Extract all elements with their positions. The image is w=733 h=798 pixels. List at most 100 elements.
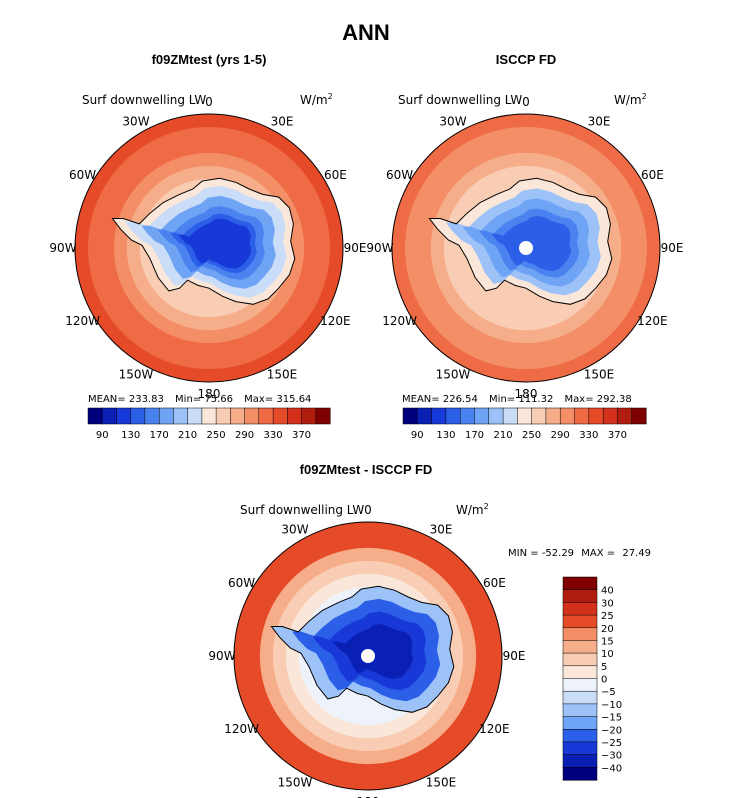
colorbar-swatch bbox=[130, 407, 146, 425]
stats-line: MEAN= 226.54 Min= 111.32 Max= 292.38 bbox=[402, 394, 632, 405]
longitude-label: 30E bbox=[588, 115, 611, 129]
colorbar-swatch bbox=[187, 407, 203, 425]
pole-hole bbox=[361, 649, 375, 663]
colorbar-tick-label: 10 bbox=[601, 649, 614, 660]
variable-label: Surf downwelling LW bbox=[240, 503, 364, 517]
colorbar-swatch bbox=[562, 614, 598, 629]
colorbar-tick-label: 5 bbox=[601, 662, 607, 673]
colorbar-swatch bbox=[201, 407, 217, 425]
colorbar-swatch bbox=[531, 407, 547, 425]
polar-map: 0 30E 60E 90E 120E 150E 180 150W 120W 90W 60W 30W bbox=[366, 95, 683, 401]
colorbar-swatch bbox=[562, 602, 598, 616]
units-label: W/m2 bbox=[300, 92, 333, 107]
longitude-label: 60W bbox=[69, 168, 96, 182]
colorbar-swatch bbox=[562, 729, 598, 743]
colorbar-tick-label: 210 bbox=[178, 430, 197, 441]
colorbar-swatch bbox=[562, 678, 598, 692]
antarctica-coastline bbox=[270, 585, 455, 713]
colorbar-tick-label: 330 bbox=[579, 430, 598, 441]
longitude-label: 30W bbox=[122, 115, 149, 129]
colorbar-tick-label: −15 bbox=[601, 713, 622, 724]
colorbar-swatch bbox=[116, 407, 132, 425]
colorbar-tick-label: −5 bbox=[601, 687, 616, 698]
longitude-label: 150E bbox=[426, 775, 457, 789]
colorbar-tick-label: 130 bbox=[121, 430, 140, 441]
panel-obs: ISCCP FD Surf downwelling LW W/m2 0 30E 60… bbox=[366, 52, 683, 441]
longitude-label: 150W bbox=[119, 367, 154, 381]
colorbar-swatch bbox=[488, 407, 504, 425]
longitude-label: 90W bbox=[366, 241, 393, 255]
colorbar-tick-label: 290 bbox=[235, 430, 254, 441]
variable-label: Surf downwelling LW bbox=[82, 93, 206, 107]
colorbar-swatch bbox=[230, 407, 246, 425]
longitude-label: 60E bbox=[324, 168, 347, 182]
longitude-label: 0 bbox=[364, 503, 372, 517]
colorbar-tick-label: −25 bbox=[601, 738, 622, 749]
polar-map: 0 30E 60E 90E 120E 150E 180 150W 120W 90W 60W 30W bbox=[208, 503, 525, 798]
longitude-label: 120W bbox=[65, 314, 100, 328]
longitude-label: 120E bbox=[479, 722, 510, 736]
panel-diff: f09ZMtest - ISCCP FD Surf downwelling LW… bbox=[208, 462, 651, 798]
colorbar-swatch bbox=[173, 407, 189, 425]
panel-model: f09ZMtest (yrs 1-5) Surf downwelling LW … bbox=[49, 52, 366, 441]
colorbar-tick-label: 330 bbox=[264, 430, 283, 441]
colorbar-tick-label: 20 bbox=[601, 624, 614, 635]
colorbar-tick-label: 210 bbox=[494, 430, 513, 441]
colorbar-swatch bbox=[87, 407, 103, 425]
colorbar-swatch bbox=[559, 407, 576, 425]
pole-hole bbox=[519, 241, 533, 255]
colorbar-swatch bbox=[244, 407, 260, 425]
figure-title: ANN bbox=[342, 20, 390, 45]
colorbar-tick-label: 170 bbox=[150, 430, 169, 441]
colorbar-swatch bbox=[617, 407, 633, 425]
map-border bbox=[391, 113, 661, 383]
colorbar-swatch bbox=[517, 407, 533, 425]
colorbar-swatch bbox=[562, 741, 598, 756]
colorbar-tick-label: −40 bbox=[601, 763, 622, 774]
units-label: W/m2 bbox=[456, 502, 489, 517]
colorbar: 90 130 170 210 250 290 330 370 bbox=[402, 407, 647, 441]
colorbar-swatch bbox=[562, 754, 598, 768]
colorbar-swatch bbox=[562, 716, 598, 730]
colorbar-tick-label: −20 bbox=[601, 725, 622, 736]
longitude-label: 90E bbox=[344, 241, 367, 255]
antarctica-coastline bbox=[111, 177, 296, 305]
panel-title: f09ZMtest - ISCCP FD bbox=[300, 462, 433, 477]
longitude-label: 30E bbox=[271, 115, 294, 129]
longitude-label: 60E bbox=[641, 168, 664, 182]
longitude-label: 90W bbox=[208, 649, 235, 663]
units-label: W/m2 bbox=[614, 92, 647, 107]
colorbar-swatch bbox=[272, 407, 288, 425]
longitude-label: 60W bbox=[228, 576, 255, 590]
colorbar-tick-label: 0 bbox=[601, 675, 607, 686]
longitude-label: 120W bbox=[224, 722, 259, 736]
colorbar-swatch bbox=[574, 407, 590, 425]
colorbar-tick-label: 250 bbox=[522, 430, 541, 441]
colorbar-tick-label: 290 bbox=[551, 430, 570, 441]
map-field bbox=[392, 114, 660, 382]
colorbar-tick-label: 130 bbox=[436, 430, 455, 441]
colorbar-swatch bbox=[562, 576, 598, 591]
colorbar-tick-label: 25 bbox=[601, 611, 614, 622]
colorbar-swatch bbox=[562, 640, 598, 654]
colorbar-tick-label: 250 bbox=[207, 430, 226, 441]
colorbar-swatch bbox=[287, 407, 303, 425]
colorbar-swatch bbox=[562, 690, 598, 705]
colorbar-swatch bbox=[562, 652, 598, 667]
colorbar-swatch bbox=[588, 407, 604, 425]
colorbar-tick-label: 370 bbox=[608, 430, 627, 441]
colorbar-swatch bbox=[474, 407, 490, 425]
longitude-label: 180 bbox=[357, 795, 380, 798]
continent-contour-band bbox=[178, 218, 252, 269]
colorbar-swatch bbox=[315, 407, 331, 425]
longitude-label: 90W bbox=[49, 241, 76, 255]
colorbar-swatch bbox=[402, 407, 418, 425]
colorbar-swatch bbox=[158, 407, 174, 425]
longitude-label: 90E bbox=[661, 241, 684, 255]
colorbar-tick-label: 370 bbox=[292, 430, 311, 441]
colorbar-swatch bbox=[215, 407, 231, 425]
colorbar-swatch bbox=[562, 665, 598, 680]
longitude-label: 30W bbox=[439, 115, 466, 129]
colorbar-swatch bbox=[417, 407, 433, 425]
longitude-label: 90E bbox=[503, 649, 526, 663]
